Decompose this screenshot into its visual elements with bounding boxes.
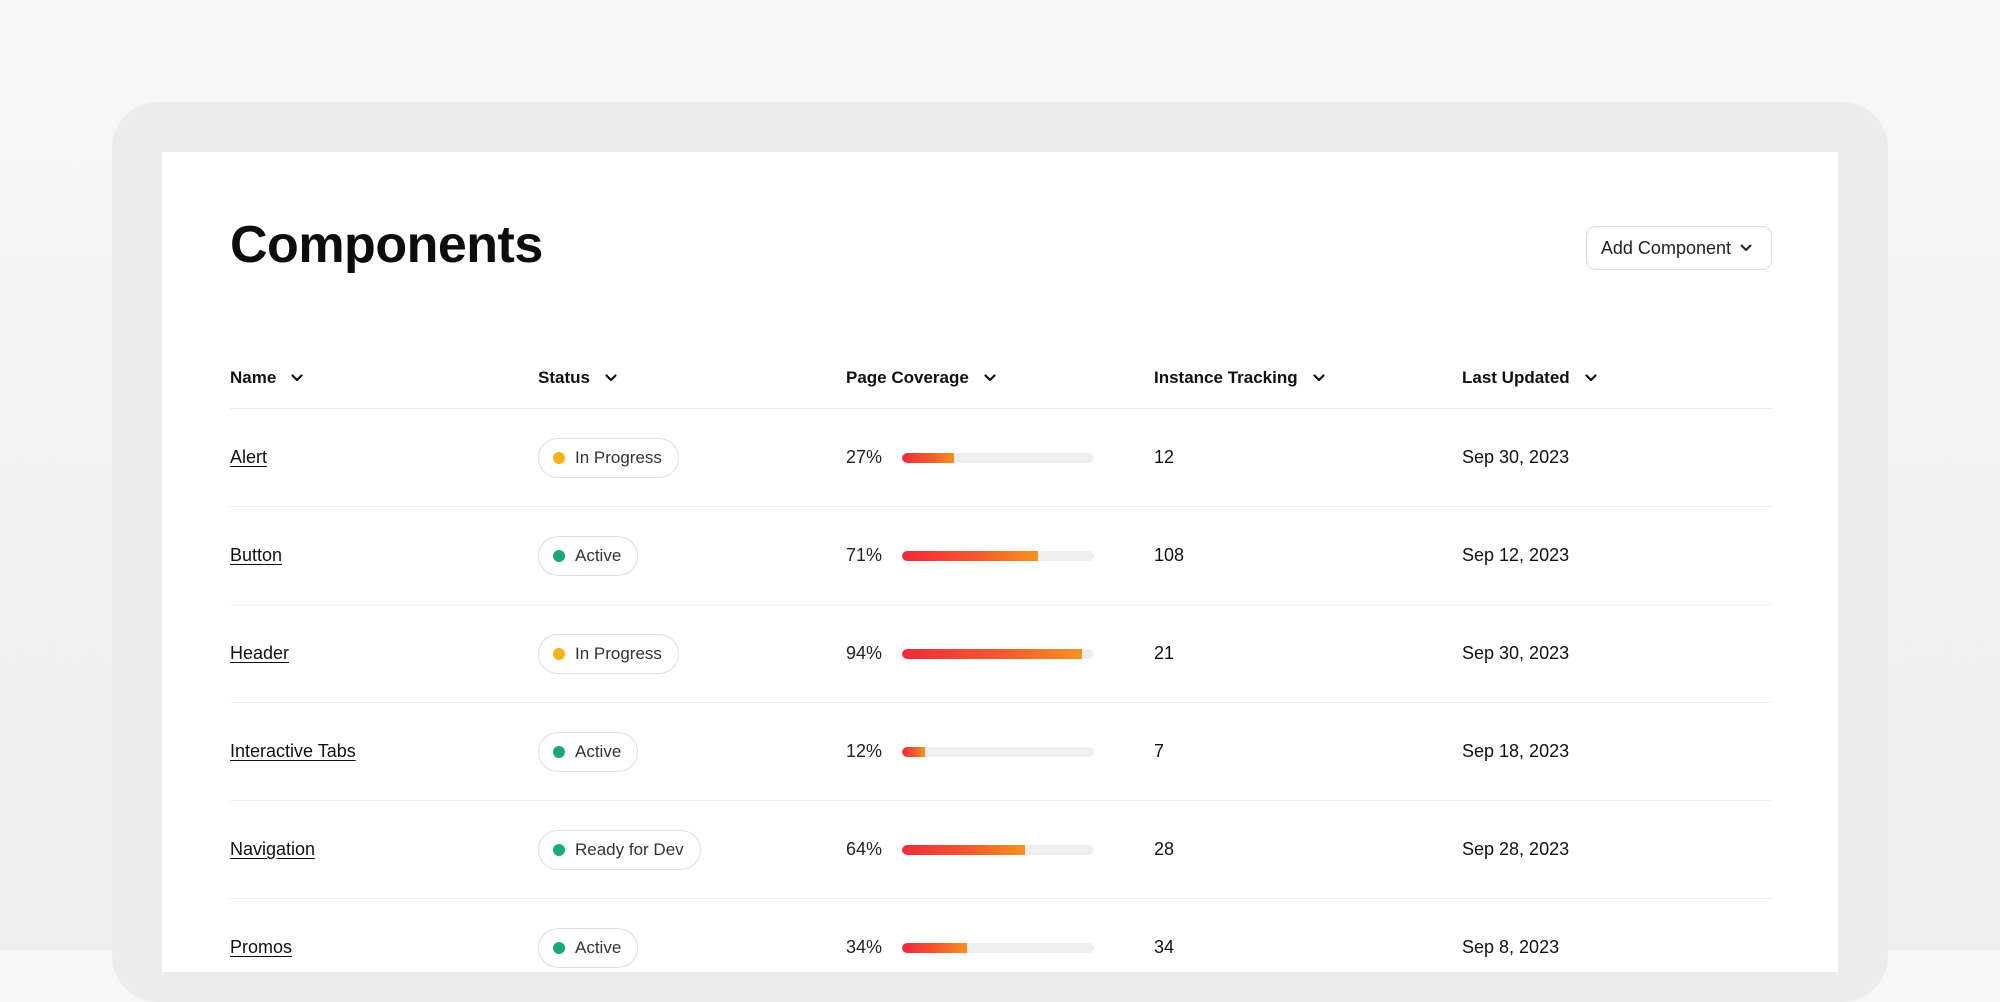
column-header-label: Name	[230, 368, 277, 387]
status-label: Active	[575, 741, 622, 761]
component-name-link[interactable]: Button	[230, 545, 283, 565]
instance-count: 21	[1154, 643, 1175, 663]
status-dot-icon	[553, 745, 565, 758]
coverage-percent: 94%	[846, 643, 883, 663]
status-badge: Active	[538, 535, 639, 576]
column-header-last-updated[interactable]: Last Updated	[1462, 368, 1772, 388]
coverage-bar-fill	[902, 942, 968, 953]
coverage-percent: 27%	[846, 447, 883, 467]
status-dot-icon	[553, 647, 565, 660]
components-table: Name Status Page Coverage Instance Track…	[230, 348, 1772, 972]
table-row: Navigation Ready for Dev 64% 28 Sep 28, …	[230, 801, 1772, 899]
component-name-link[interactable]: Interactive Tabs	[230, 741, 356, 761]
status-label: In Progress	[575, 643, 662, 663]
table-header-row: Name Status Page Coverage Instance Track…	[230, 348, 1772, 409]
coverage-bar	[902, 648, 1094, 659]
column-header-name[interactable]: Name	[230, 368, 538, 388]
coverage-cell: 12%	[846, 741, 1154, 762]
coverage-bar	[902, 844, 1094, 855]
status-label: Active	[575, 545, 622, 565]
status-badge: Active	[538, 927, 639, 968]
status-dot-icon	[553, 941, 565, 954]
coverage-bar-fill	[902, 550, 1039, 561]
last-updated-date: Sep 30, 2023	[1462, 643, 1570, 663]
component-name-link[interactable]: Navigation	[230, 839, 316, 859]
coverage-cell: 34%	[846, 937, 1154, 958]
instance-count: 12	[1154, 447, 1175, 467]
coverage-cell: 71%	[846, 545, 1154, 566]
coverage-percent: 34%	[846, 937, 883, 957]
table-row: Header In Progress 94% 21 Sep 30, 2023	[230, 605, 1772, 703]
chevron-down-icon[interactable]	[1584, 371, 1598, 385]
coverage-percent: 71%	[846, 545, 883, 565]
coverage-bar-fill	[902, 746, 926, 757]
coverage-percent: 64%	[846, 839, 883, 859]
coverage-bar	[902, 746, 1094, 757]
chevron-down-icon	[1739, 241, 1753, 255]
last-updated-date: Sep 12, 2023	[1462, 545, 1570, 565]
coverage-percent: 12%	[846, 741, 883, 761]
table-row: Promos Active 34% 34 Sep 8, 2023	[230, 899, 1772, 972]
add-component-label: Add Component	[1600, 237, 1731, 258]
column-header-page-coverage[interactable]: Page Coverage	[846, 368, 1154, 388]
column-header-status[interactable]: Status	[538, 368, 846, 388]
status-label: Active	[575, 937, 622, 957]
add-component-button[interactable]: Add Component	[1585, 226, 1772, 270]
coverage-bar-fill	[902, 648, 1083, 659]
last-updated-date: Sep 28, 2023	[1462, 839, 1570, 859]
table-row: Interactive Tabs Active 12% 7 Sep 18, 20…	[230, 703, 1772, 801]
coverage-bar	[902, 550, 1094, 561]
last-updated-date: Sep 18, 2023	[1462, 741, 1570, 761]
coverage-bar	[902, 452, 1094, 463]
component-name-link[interactable]: Header	[230, 643, 290, 663]
chevron-down-icon[interactable]	[604, 371, 618, 385]
component-name-link[interactable]: Promos	[230, 937, 293, 957]
coverage-cell: 64%	[846, 839, 1154, 860]
coverage-bar-fill	[902, 452, 954, 463]
app-screen: Components Add Component Name Status Pag…	[162, 152, 1838, 972]
column-header-instance-tracking[interactable]: Instance Tracking	[1154, 368, 1462, 388]
chevron-down-icon[interactable]	[983, 371, 997, 385]
status-dot-icon	[553, 843, 565, 856]
chevron-down-icon[interactable]	[290, 371, 304, 385]
column-header-label: Last Updated	[1462, 368, 1570, 387]
column-header-label: Instance Tracking	[1154, 368, 1298, 387]
status-badge: In Progress	[538, 437, 679, 478]
status-label: Ready for Dev	[575, 839, 684, 859]
instance-count: 7	[1154, 741, 1165, 761]
status-label: In Progress	[575, 447, 662, 467]
coverage-cell: 27%	[846, 447, 1154, 468]
status-badge: Ready for Dev	[538, 829, 701, 870]
coverage-cell: 94%	[846, 643, 1154, 664]
status-dot-icon	[553, 451, 565, 464]
status-badge: Active	[538, 731, 639, 772]
last-updated-date: Sep 30, 2023	[1462, 447, 1570, 467]
coverage-bar	[902, 942, 1094, 953]
table-body: Alert In Progress 27% 12 Sep 30, 2023 Bu…	[230, 409, 1772, 972]
table-row: Button Active 71% 108 Sep 12, 2023	[230, 507, 1772, 605]
page-title: Components	[230, 216, 543, 274]
chevron-down-icon[interactable]	[1312, 371, 1326, 385]
component-name-link[interactable]: Alert	[230, 447, 268, 467]
column-header-label: Page Coverage	[846, 368, 969, 387]
last-updated-date: Sep 8, 2023	[1462, 937, 1560, 957]
instance-count: 108	[1154, 545, 1185, 565]
status-dot-icon	[553, 549, 565, 562]
status-badge: In Progress	[538, 633, 679, 674]
instance-count: 28	[1154, 839, 1175, 859]
coverage-bar-fill	[902, 844, 1025, 855]
table-row: Alert In Progress 27% 12 Sep 30, 2023	[230, 409, 1772, 507]
instance-count: 34	[1154, 937, 1175, 957]
column-header-label: Status	[538, 368, 590, 387]
